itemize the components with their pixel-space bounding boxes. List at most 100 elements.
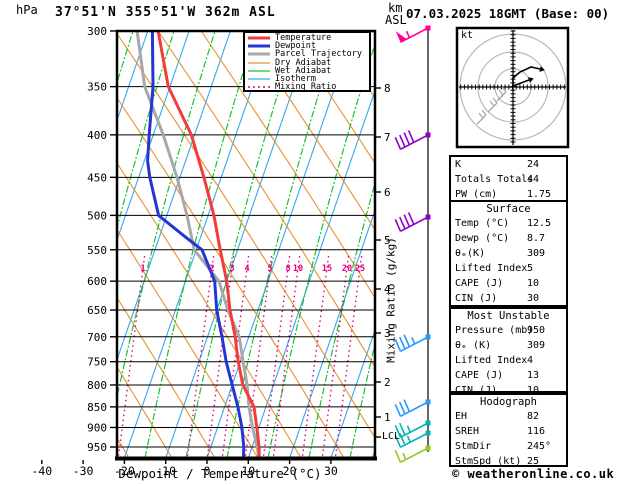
km-tick-label: 6 [384, 186, 391, 199]
wind-barb-55kt [395, 25, 431, 44]
legend-item-dry-adiabat: Dry Adiabat [248, 57, 369, 68]
km-tick-label: 3 [384, 327, 391, 340]
page-title: 37°51'N 355°51'W 362m ASL [55, 5, 276, 20]
stat-value: 309 [527, 248, 546, 259]
mixing-ratio-value-label: 2 [209, 264, 214, 274]
mixing-ratio-value-label: 10 [293, 264, 303, 274]
pressure-tick-label: 900 [87, 421, 107, 434]
mixing-ratio-value-label: 20 [342, 264, 352, 274]
temperature-tick-label: 0 [204, 464, 211, 478]
stat-label: PW (cm) [455, 189, 498, 200]
panel-row: Lifted Index 4 [451, 353, 566, 368]
legend-item-label: Temperature [275, 33, 332, 44]
pressure-tick-label: 300 [87, 25, 107, 38]
stat-label: CAPE (J) [455, 278, 504, 289]
stat-label: CIN (J) [455, 293, 498, 304]
panel-indices: K 24 Totals Totals 44 PW (cm) 1.75 [449, 155, 568, 204]
km-tick-label: 8 [384, 82, 391, 95]
stat-label: SREH [455, 426, 480, 437]
legend-item-temperature: Temperature [248, 33, 369, 44]
panel-surface: Surface Temp (°C) 12.5 Dewp (°C) 8.7 θₑ(K) 309… [449, 200, 568, 307]
panel-row: CIN (J) 30 [451, 291, 566, 306]
mixing-ratio-value-label: 15 [322, 264, 332, 274]
stat-value: 116 [527, 426, 546, 437]
altitude-axis-unit-km: km [388, 1, 403, 15]
panel-header: Most Unstable [467, 310, 550, 322]
stat-value: 10 [527, 385, 540, 396]
panel-header: Hodograph [480, 396, 537, 408]
legend-item-label: Wet Adiabat [275, 65, 332, 76]
x-axis-title: Dewpoint / Temperature (°C) [118, 466, 322, 481]
stat-value: 5 [527, 263, 534, 274]
panel-most-unstable: Most Unstable Pressure (mb) 950 θₑ (K) 309 Li… [449, 307, 568, 396]
legend-line-sample [248, 36, 270, 40]
pressure-axis-unit: hPa [16, 3, 38, 17]
pressure-tick-label: 350 [87, 81, 107, 94]
legend-item-label: Dry Adiabat [275, 57, 332, 68]
pressure-tick-label: 800 [87, 379, 107, 392]
temperature-tick-label: -20 [114, 464, 135, 478]
legend-line-sample [248, 78, 270, 80]
km-tick-label: 2 [384, 376, 391, 389]
legend-item-label: Isotherm [275, 74, 316, 85]
panel-row: θₑ (K) 309 [451, 338, 566, 353]
panel-row: Dewp (°C) 8.7 [451, 231, 566, 246]
panel-row: PW (cm) 1.75 [451, 187, 566, 202]
wind-barb-25kt [394, 430, 431, 449]
stat-value: 10 [527, 278, 540, 289]
datetime-label: 07.03.2025 18GMT (Base: 00) [406, 6, 610, 21]
pressure-tick-label: 700 [87, 331, 107, 344]
panel-row: StmDir 245° [451, 439, 566, 454]
legend-item-label: Dewpoint [275, 41, 316, 52]
wind-barb-25kt [394, 420, 431, 439]
wind-barb-40kt [394, 130, 431, 151]
stat-value: 24 [527, 159, 540, 170]
panel-row: SREH 116 [451, 424, 566, 439]
stat-value: 8.7 [527, 233, 546, 244]
panel-hodograph: Hodograph EH 82 SREH 116 StmDir 245° StmSpd (kt… [449, 393, 568, 467]
stat-label: StmSpd (kt) [455, 456, 522, 467]
panel-row: CAPE (J) 13 [451, 368, 566, 383]
panel-row: CAPE (J) 10 [451, 276, 566, 291]
wind-barb-40kt [394, 212, 431, 233]
hodograph-unit-label: kt [461, 30, 474, 41]
mixing-ratio-value-label: 25 [355, 264, 365, 274]
panel-row: θₑ(K) 309 [451, 246, 566, 261]
legend-line-sample [248, 70, 270, 72]
stat-label: CAPE (J) [455, 370, 504, 381]
pressure-tick-label: 500 [87, 209, 107, 222]
legend-line-sample [248, 44, 270, 48]
stat-label: K [455, 159, 462, 170]
wind-barb-35kt [394, 334, 431, 353]
stat-value: 82 [527, 411, 540, 422]
curve-temperature [156, 31, 261, 457]
stat-value: 30 [527, 293, 540, 304]
stat-label: Lifted Index [455, 263, 528, 274]
stat-label: StmDir [455, 441, 492, 452]
stat-label: CIN (J) [455, 385, 498, 396]
stat-label: Pressure (mb) [455, 325, 534, 336]
stat-value: 245° [527, 441, 552, 452]
legend-item-label: Parcel Trajectory [275, 49, 362, 60]
legend-line-sample [248, 86, 270, 88]
stat-value: 309 [527, 340, 546, 351]
stat-label: Totals Totals [455, 174, 534, 185]
curve-parcel-trajectory [135, 31, 261, 457]
legend-item-isotherm: Isotherm [248, 74, 369, 85]
stat-label: Lifted Index [455, 355, 528, 366]
stat-value: 13 [527, 370, 540, 381]
legend-item-wet-adiabat: Wet Adiabat [248, 65, 369, 76]
panel-row: Totals Totals 44 [451, 172, 566, 187]
pressure-tick-label: 750 [87, 356, 107, 369]
km-tick-label: 7 [384, 131, 391, 144]
legend-box: Temperature Dewpoint Parcel Trajectory Dry … [243, 31, 371, 92]
legend-item-parcel-trajectory: Parcel Trajectory [248, 49, 369, 60]
stat-label: Dewp (°C) [455, 233, 510, 244]
temperature-tick-label: -10 [155, 464, 176, 478]
km-tick-label: 4 [384, 283, 391, 296]
wind-barb-30kt [394, 399, 431, 418]
panel-row: CIN (J) 10 [451, 383, 566, 398]
panel-row: Temp (°C) 12.5 [451, 216, 566, 231]
altitude-axis-unit-asl: ASL [385, 13, 407, 27]
